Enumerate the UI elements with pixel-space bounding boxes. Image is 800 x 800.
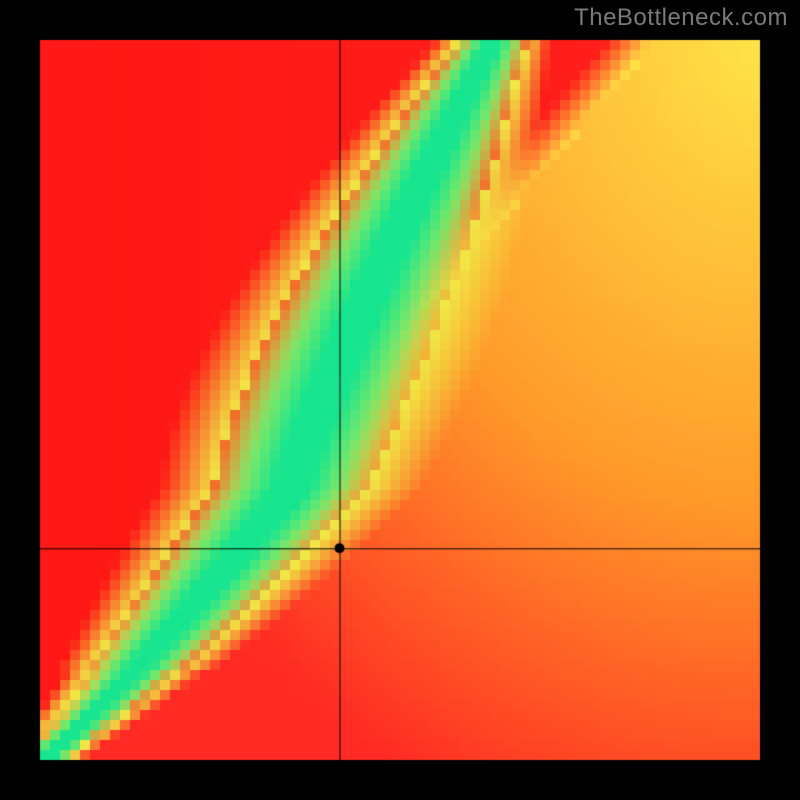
- bottleneck-heatmap: [0, 0, 800, 800]
- watermark: TheBottleneck.com: [574, 4, 788, 32]
